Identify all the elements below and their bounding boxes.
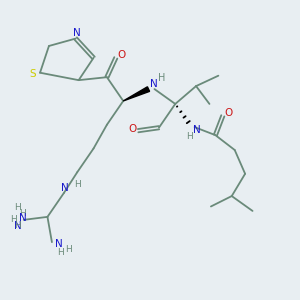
Text: H: H bbox=[19, 209, 26, 218]
Text: O: O bbox=[118, 50, 126, 60]
Text: H: H bbox=[65, 245, 72, 254]
Text: H: H bbox=[57, 248, 64, 257]
Text: N: N bbox=[14, 221, 22, 231]
Text: N: N bbox=[193, 125, 200, 135]
Text: N: N bbox=[61, 183, 69, 193]
Text: H: H bbox=[186, 131, 193, 140]
Text: N: N bbox=[73, 28, 81, 38]
Text: H: H bbox=[74, 180, 81, 189]
Text: O: O bbox=[128, 124, 136, 134]
Text: H: H bbox=[14, 203, 21, 212]
Text: S: S bbox=[29, 69, 36, 79]
Text: O: O bbox=[225, 108, 233, 118]
Text: N: N bbox=[55, 238, 62, 249]
Polygon shape bbox=[123, 87, 150, 101]
Text: H: H bbox=[158, 73, 166, 83]
Text: H: H bbox=[10, 215, 17, 224]
Text: N: N bbox=[150, 79, 158, 89]
Text: H: H bbox=[14, 221, 21, 230]
Text: N: N bbox=[19, 213, 27, 223]
